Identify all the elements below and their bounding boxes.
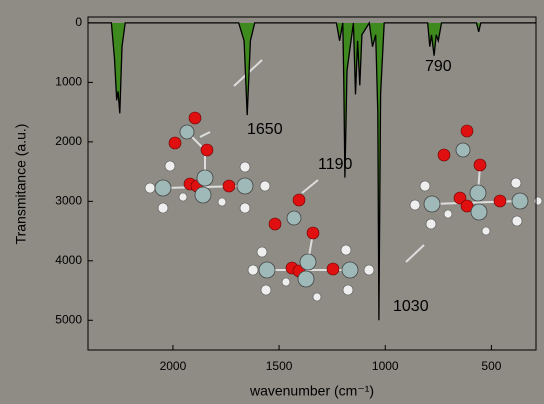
page: 0 1000 2000 3000 4000 5000 2000 1500 1000 500 165… — [0, 0, 544, 404]
x-axis-label: wavenumber (cm⁻¹) — [249, 383, 374, 399]
annotation: 1650 — [247, 121, 283, 138]
y-tick-label: 5000 — [55, 312, 82, 326]
annotation: 1190 — [318, 156, 353, 173]
x-tick-label: 2000 — [160, 359, 187, 373]
annotation: 1030 — [393, 298, 429, 315]
x-tick-label: 1500 — [266, 359, 293, 373]
x-tick-label: 500 — [481, 359, 501, 373]
y-tick-label: 1000 — [55, 75, 82, 89]
y-tick-label: 2000 — [55, 134, 82, 148]
chart: 0 1000 2000 3000 4000 5000 2000 1500 1000 500 165… — [0, 0, 544, 404]
y-axis-label: Transmitance (a.u.) — [13, 124, 29, 245]
y-tick-label: 4000 — [55, 253, 82, 267]
y-tick-label: 0 — [75, 15, 82, 29]
x-tick-label: 1000 — [372, 359, 399, 373]
annotation: 790 — [425, 58, 452, 75]
y-tick-label: 3000 — [55, 194, 82, 208]
